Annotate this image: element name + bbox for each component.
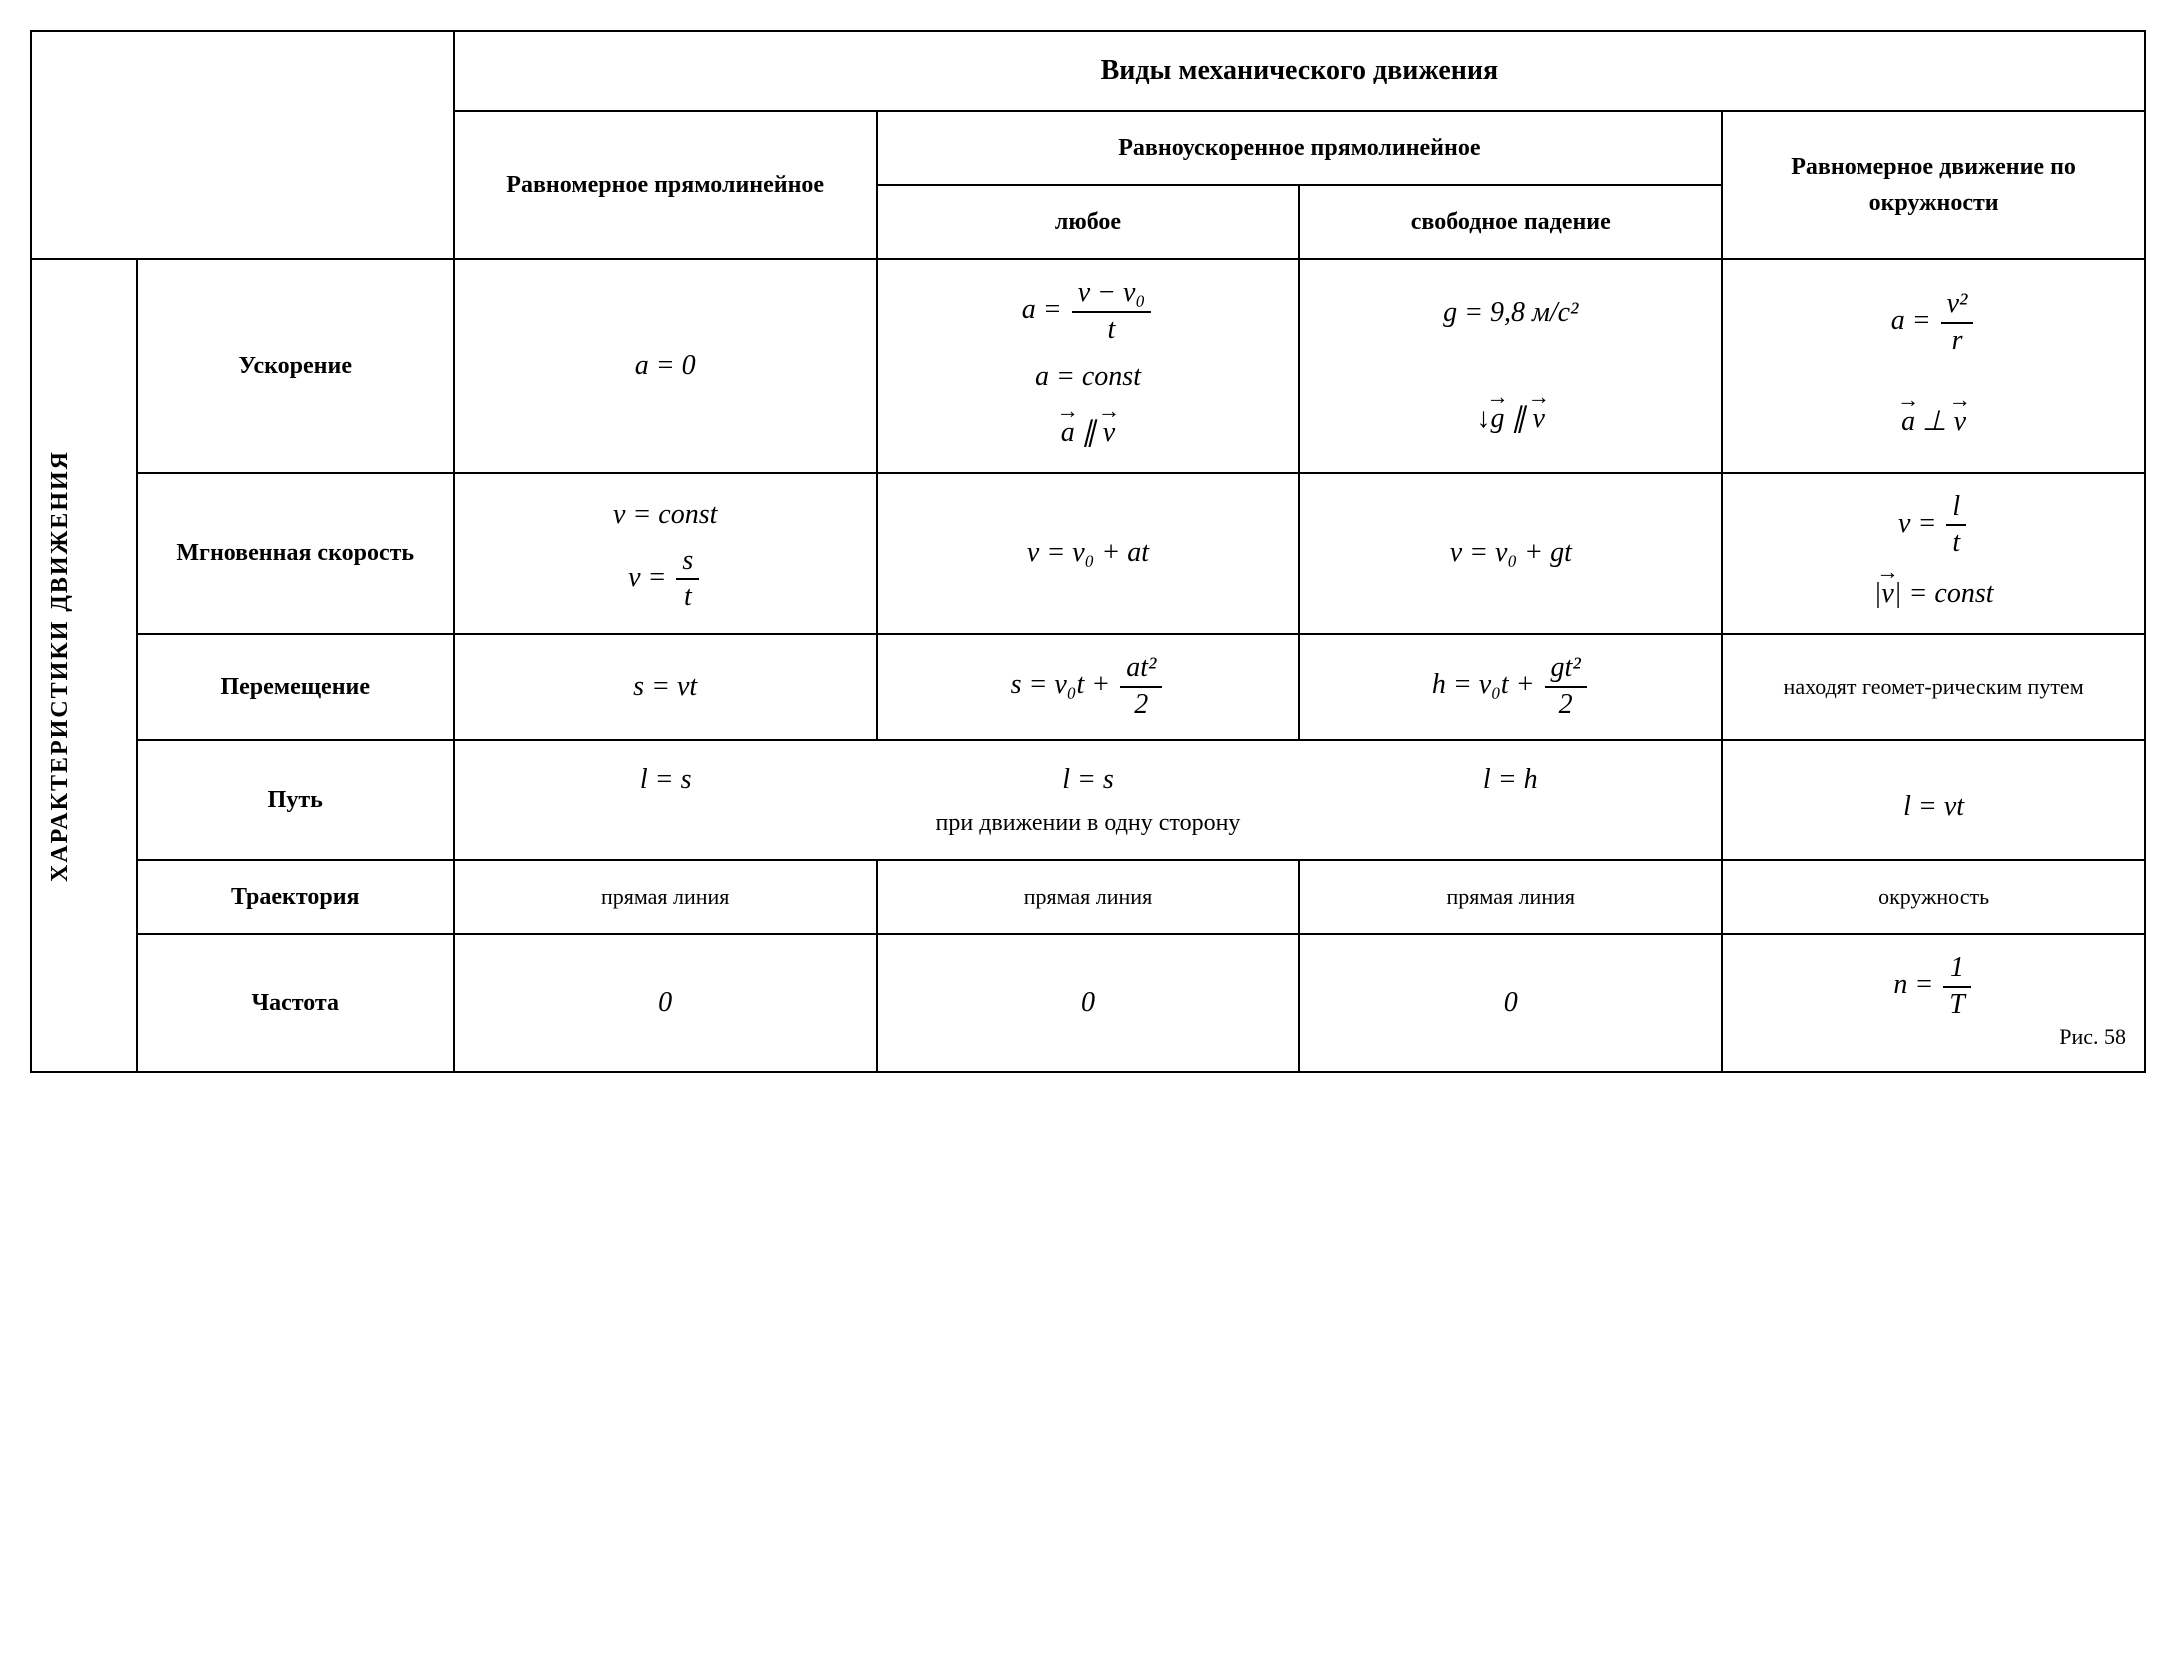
row-displacement-label: Перемещение [137, 634, 454, 740]
row-accel-label: Ускорение [137, 259, 454, 473]
accel-c2-lhs: a = [1022, 294, 1062, 325]
frequency-c1: 0 [454, 934, 877, 1073]
trajectory-c2: прямая линия [877, 860, 1300, 934]
frequency-c4-num: 1 [1943, 953, 1971, 988]
accel-c2: a = v − v₀t a = const a ∥ v [877, 259, 1300, 473]
velocity-c1-den: t [676, 580, 699, 613]
path-c1: l = s [454, 740, 877, 805]
velocity-c4-vec: v [1881, 569, 1893, 615]
velocity-c2: v = v₀ + at [877, 473, 1300, 635]
col1-header: Равномерное прямолинейное [454, 111, 877, 259]
displacement-c2-lhs: s = v₀t + [1011, 669, 1111, 700]
row-frequency-label: Частота [137, 934, 454, 1073]
accel-c2-num: v − v₀ [1072, 278, 1151, 313]
row-path-label: Путь [137, 740, 454, 860]
velocity-c3: v = v₀ + gt [1299, 473, 1722, 635]
frequency-c3: 0 [1299, 934, 1722, 1073]
accel-c2-vec-a: a [1061, 408, 1075, 454]
trajectory-c1: прямая линия [454, 860, 877, 934]
displacement-c3: h = v₀t + gt²2 [1299, 634, 1722, 740]
displacement-c3-lhs: h = v₀t + [1432, 669, 1535, 700]
col2-header: любое [877, 185, 1300, 259]
velocity-c1-line1: v = const [613, 494, 717, 536]
velocity-c4: v = lt |v| = const [1722, 473, 2145, 635]
main-header: Виды механического движения [454, 31, 2145, 111]
accel-c1: a = 0 [454, 259, 877, 473]
path-note: при движении в одну сторону [454, 805, 1722, 860]
col3-header: свободное падение [1299, 185, 1722, 259]
path-c4: l = vt [1722, 740, 2145, 860]
col23-group-header: Равноускоренное прямолинейное [877, 111, 1723, 185]
accel-c2-den: t [1072, 313, 1151, 346]
trajectory-c3: прямая линия [1299, 860, 1722, 934]
accel-c4: a = v²r a ⊥ v [1722, 259, 2145, 473]
frequency-c4-lhs: n = [1893, 969, 1933, 1000]
displacement-c3-num: gt² [1545, 653, 1587, 688]
figure-caption: Рис. 58 [1733, 1020, 2134, 1053]
displacement-c2-den: 2 [1120, 688, 1162, 721]
accel-c3-line1: g = 9,8 м/с² [1443, 292, 1578, 334]
frequency-c2: 0 [877, 934, 1300, 1073]
empty-header [31, 31, 454, 259]
frequency-c4-den: T [1943, 988, 1971, 1021]
accel-c2-vec-b: v [1103, 408, 1115, 454]
col4-header: Равномерное движение по окружности [1722, 111, 2145, 259]
motion-types-table: Виды механического движения Равномерное … [30, 30, 2146, 1073]
velocity-c1-lhs: v = [628, 562, 666, 593]
accel-c2-line2: a = const [1035, 356, 1141, 398]
accel-c4-num: v² [1941, 289, 1974, 324]
row-velocity-label: Мгновенная скорость [137, 473, 454, 635]
accel-c4-den: r [1941, 324, 1974, 357]
velocity-c4-den: t [1946, 526, 1966, 559]
displacement-c4: находят геомет-рическим путем [1722, 634, 2145, 740]
velocity-c4-lhs: v = [1898, 508, 1936, 539]
displacement-c2-num: at² [1120, 653, 1162, 688]
velocity-c4-num: l [1946, 492, 1966, 527]
side-label: ХАРАКТЕРИСТИКИ ДВИЖЕНИЯ [42, 450, 78, 882]
trajectory-c4: окружность [1722, 860, 2145, 934]
side-label-cell: ХАРАКТЕРИСТИКИ ДВИЖЕНИЯ [31, 259, 137, 1072]
accel-c3-vec-b: v [1533, 394, 1545, 440]
accel-c4-vec-a: a [1901, 397, 1915, 443]
frequency-c4: n = 1T Рис. 58 [1722, 934, 2145, 1073]
accel-c4-vec-b: v [1954, 397, 1966, 443]
accel-c3-vec-a: g [1491, 394, 1505, 440]
accel-c3: g = 9,8 м/с² ↓g ∥ v [1299, 259, 1722, 473]
accel-c4-lhs: a = [1891, 305, 1931, 336]
displacement-c3-den: 2 [1545, 688, 1587, 721]
displacement-c2: s = v₀t + at²2 [877, 634, 1300, 740]
velocity-c1: v = const v = st [454, 473, 877, 635]
velocity-c1-num: s [676, 546, 699, 581]
row-trajectory-label: Траектория [137, 860, 454, 934]
displacement-c1: s = vt [454, 634, 877, 740]
velocity-c4-post: | = const [1894, 578, 1994, 609]
path-c3: l = h [1299, 740, 1722, 805]
path-c2: l = s [877, 740, 1300, 805]
